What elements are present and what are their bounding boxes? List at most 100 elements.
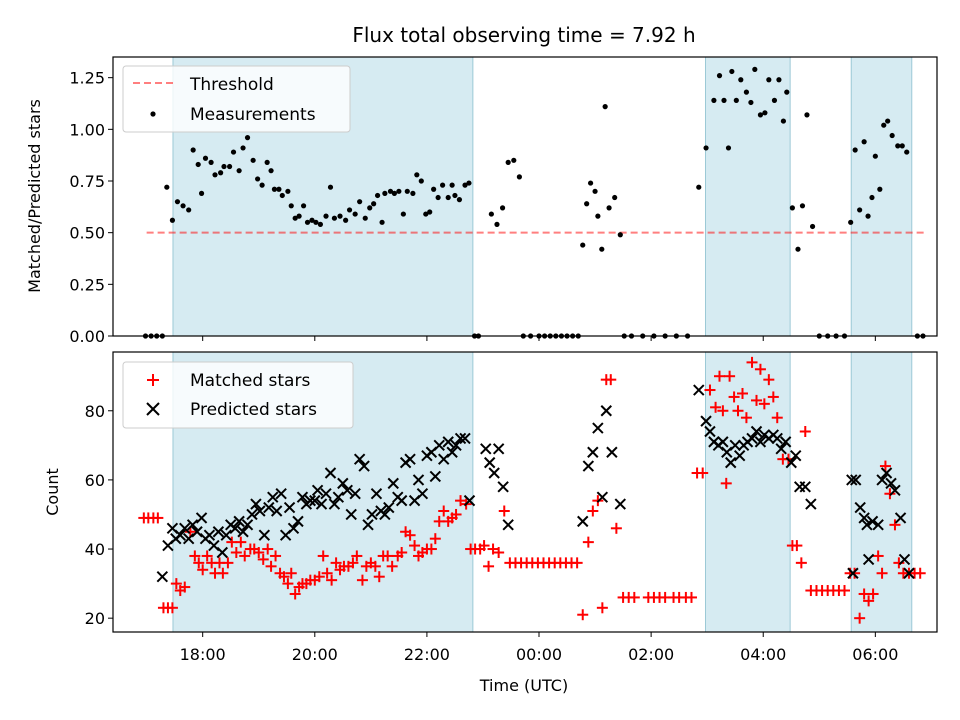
matched-star-point [596, 602, 608, 614]
measurement-point [198, 190, 205, 196]
predicted-star-point [854, 501, 866, 514]
matched-star-point [714, 370, 726, 382]
predicted-star-point [861, 519, 873, 531]
predicted-star-point [729, 439, 741, 452]
predicted-star-point [229, 522, 241, 535]
predicted-star-point [320, 488, 332, 500]
measurement-point [379, 219, 385, 225]
predicted-star-point [292, 515, 304, 528]
matched-star-point [795, 557, 807, 569]
measurement-point [195, 161, 201, 168]
measurement-point [466, 180, 472, 186]
observing-span [704, 351, 791, 633]
matched-star-point [166, 602, 178, 614]
measurement-point [276, 186, 282, 192]
measurement-point [895, 143, 901, 149]
matched-star-point [152, 512, 164, 524]
measurement-point [164, 184, 170, 190]
flux-ratio-axes: 0.00 0.25 0.50 0.75 1.00 1.25 [69, 56, 938, 346]
x-tick-label: 02:00 [628, 645, 674, 664]
flux-ratio-legend: Threshold Measurements [122, 65, 351, 133]
predicted-star-point [429, 470, 442, 483]
predicted-star-point [233, 515, 245, 528]
predicted-star-point [311, 484, 324, 496]
measurement-point [304, 219, 311, 225]
predicted-star-point [847, 567, 859, 579]
observing-span [850, 56, 913, 337]
matched-star-point [605, 374, 617, 386]
measurement-point [587, 180, 594, 186]
measurement-point [250, 157, 256, 163]
measurement-point [696, 184, 702, 190]
predicted-star-point [212, 526, 225, 538]
predicted-star-point [846, 474, 858, 486]
predicted-star-point [721, 446, 733, 458]
predicted-star-point [898, 553, 911, 566]
predicted-star-point [246, 508, 258, 521]
predicted-star-point [497, 481, 509, 493]
predicted-star-point [254, 505, 266, 517]
predicted-star-point [446, 446, 458, 458]
predicted-star-point [894, 512, 907, 524]
measurement-point [174, 199, 181, 205]
legend-threshold-label: Threshold [189, 75, 274, 95]
matched-star-point [265, 560, 277, 572]
measurement-point [869, 194, 875, 201]
matched-star-point [728, 391, 740, 403]
matched-star-point [876, 567, 888, 579]
matched-star-point [455, 495, 467, 507]
predicted-star-point [614, 498, 626, 510]
predicted-star-point [862, 553, 875, 566]
matched-star-point [425, 543, 437, 555]
matched-star-point [746, 356, 758, 368]
matched-star-point [239, 550, 251, 562]
measurement-point [169, 217, 176, 223]
measurement-point [309, 217, 315, 223]
matched-star-point [577, 609, 589, 621]
y-tick-label: 0.00 [69, 327, 105, 346]
predicted-star-point [754, 436, 767, 448]
matched-star-point [493, 546, 505, 558]
measurement-point [889, 132, 895, 139]
measurement-point [452, 192, 458, 199]
matched-star-point [197, 564, 209, 576]
matched-star-point [179, 581, 191, 593]
matched-star-point [498, 505, 510, 517]
measurement-point [780, 118, 787, 124]
predicted-star-point [370, 488, 383, 500]
measurement-point [462, 182, 468, 188]
matched-star-point [582, 536, 594, 548]
measurement-point [511, 157, 517, 163]
matched-star-point [270, 550, 282, 562]
measurement-point [711, 97, 717, 103]
predicted-star-point [725, 456, 737, 469]
predicted-star-point [182, 532, 195, 545]
measurement-point [716, 73, 723, 79]
predicted-star-point [779, 436, 792, 448]
predicted-star-point [880, 467, 893, 479]
predicted-star-point [582, 460, 595, 472]
figure-title: Flux total observing time = 7.92 h [352, 23, 695, 47]
matched-star-point [879, 460, 891, 472]
y-tick-label: 0.50 [69, 224, 105, 243]
measurement-point [904, 149, 910, 155]
matched-star-point [685, 591, 697, 603]
predicted-star-point [270, 505, 283, 517]
predicted-star-point [250, 498, 262, 510]
matched-star-point [347, 557, 359, 569]
predicted-star-point [287, 522, 300, 535]
measurement-point [857, 207, 863, 213]
matched-star-point [438, 505, 450, 517]
predicted-star-point [174, 529, 186, 541]
measurement-point [271, 186, 278, 192]
matched-star-point [740, 412, 752, 424]
matched-star-point [893, 557, 905, 569]
matched-star-point [222, 557, 234, 569]
predicted-star-point [366, 508, 378, 521]
measurement-point [738, 77, 744, 83]
predicted-star-point [304, 494, 317, 507]
measurement-point [606, 205, 612, 211]
measurement-point [259, 182, 265, 188]
matched-star-point [799, 426, 811, 438]
predicted-star-point [412, 474, 425, 486]
